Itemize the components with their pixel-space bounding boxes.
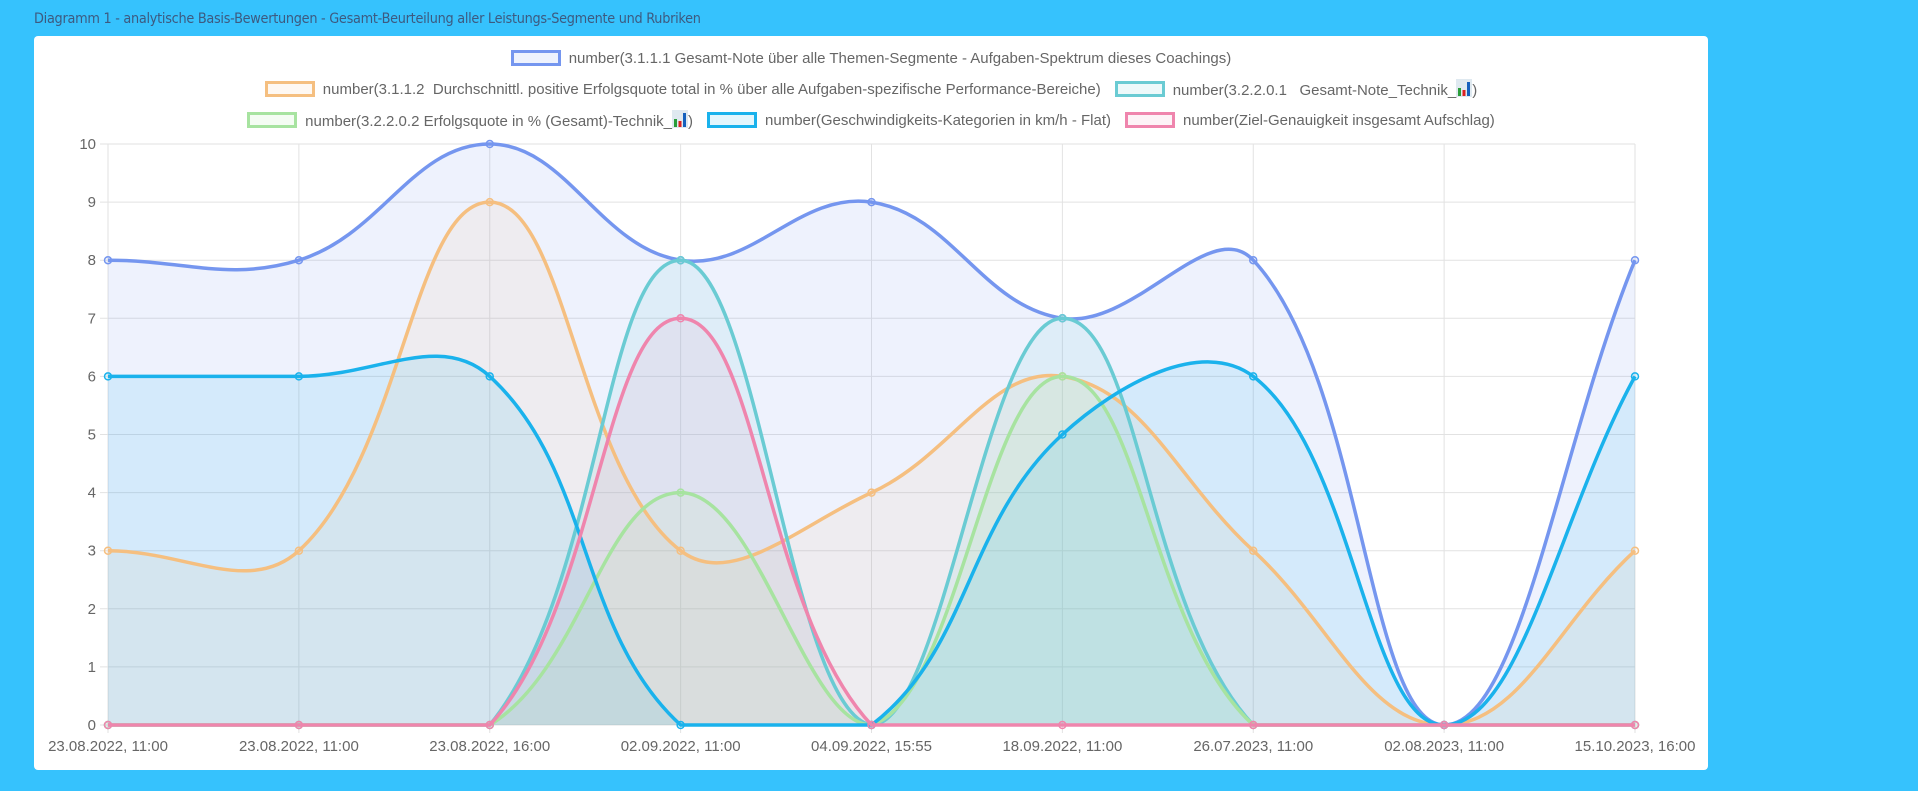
y-tick-label: 8 xyxy=(88,252,96,269)
series-area xyxy=(108,144,1635,725)
data-point xyxy=(676,488,685,497)
legend-swatch xyxy=(707,112,758,128)
data-point xyxy=(485,139,494,149)
bar-chart-icon xyxy=(672,110,689,128)
data-point xyxy=(1249,720,1258,730)
bar-chart-icon xyxy=(1456,79,1473,97)
legend-item[interactable]: number(Geschwindigkeits-Kategorien in km… xyxy=(707,112,1111,129)
data-point xyxy=(1630,372,1640,381)
line-chart: 0 1 2 3 4 5 6 7 8 9 10 23.08.2022, 11:00 23.08.2022,… xyxy=(48,136,1696,755)
data-point xyxy=(1058,372,1067,381)
data-point xyxy=(485,720,494,730)
data-point xyxy=(676,546,685,555)
legend-row: number(3.1.1.2 Durchschnittl. positive E… xyxy=(34,77,1708,101)
data-point xyxy=(1249,255,1258,265)
data-point xyxy=(103,255,113,265)
x-tick-label: 23.08.2022, 11:00 xyxy=(48,738,168,755)
y-tick-label: 9 xyxy=(88,194,96,211)
data-point xyxy=(867,488,876,497)
legend-swatch xyxy=(1114,81,1165,97)
data-point xyxy=(1439,720,1449,730)
data-point xyxy=(294,546,304,555)
legend-label: number(3.2.2.0.2 Erfolgsquote in % (Gesa… xyxy=(305,110,693,130)
data-point xyxy=(1249,372,1258,381)
legend-swatch xyxy=(247,112,298,128)
x-tick-label: 15.10.2023, 16:00 xyxy=(1575,738,1696,755)
chart-card: number(3.1.1.1 Gesamt-Note über alle The… xyxy=(34,36,1708,770)
data-point xyxy=(1058,430,1067,439)
data-point xyxy=(1630,546,1640,555)
y-tick-label: 2 xyxy=(88,601,96,618)
data-point xyxy=(1249,546,1258,555)
y-tick-label: 5 xyxy=(88,427,96,444)
legend-item[interactable]: number(3.2.2.0.2 Erfolgsquote in % (Gesa… xyxy=(247,110,693,130)
legend-item[interactable]: number(3.2.2.0.1 Gesamt-Note_Technik_) xyxy=(1114,79,1477,99)
legend-swatch xyxy=(510,50,561,66)
x-tick-label: 23.08.2022, 11:00 xyxy=(239,738,359,755)
data-point xyxy=(1630,255,1640,265)
y-tick-label: 10 xyxy=(79,136,96,153)
data-point xyxy=(1058,314,1067,323)
legend-item[interactable]: number(Ziel-Genauigkeit insgesamt Aufsch… xyxy=(1124,111,1495,129)
data-point xyxy=(294,720,304,730)
data-point xyxy=(1630,720,1640,730)
legend-label: number(3.1.1.2 Durchschnittl. positive E… xyxy=(322,80,1101,98)
legend-label: number(3.2.2.0.1 Gesamt-Note_Technik_) xyxy=(1173,79,1477,99)
data-point xyxy=(867,197,876,207)
data-point xyxy=(676,720,685,730)
data-point xyxy=(1058,720,1067,730)
x-tick-label: 02.09.2022, 11:00 xyxy=(621,738,741,755)
legend-label: number(Geschwindigkeits-Kategorien in km… xyxy=(765,111,1111,129)
data-point xyxy=(103,372,113,381)
legend-item[interactable]: number(3.1.1.1 Gesamt-Note über alle The… xyxy=(510,49,1232,67)
data-point xyxy=(103,720,113,730)
y-tick-label: 0 xyxy=(88,717,96,734)
legend-row: number(3.2.2.0.2 Erfolgsquote in % (Gesa… xyxy=(34,108,1708,132)
y-tick-label: 7 xyxy=(88,310,96,327)
x-tick-label: 02.08.2023, 11:00 xyxy=(1384,738,1504,755)
y-tick-label: 3 xyxy=(88,543,96,560)
legend-item[interactable]: number(3.1.1.2 Durchschnittl. positive E… xyxy=(264,80,1101,98)
data-point xyxy=(294,372,304,381)
data-point xyxy=(103,546,113,555)
legend-swatch xyxy=(264,81,315,97)
legend-swatch xyxy=(1124,112,1175,128)
data-point xyxy=(294,255,304,265)
series-area xyxy=(108,356,1635,725)
legend-label: number(3.1.1.1 Gesamt-Note über alle The… xyxy=(568,49,1232,67)
data-point xyxy=(485,372,494,381)
x-tick-label: 18.09.2022, 11:00 xyxy=(1002,738,1122,755)
series-line xyxy=(107,200,1637,727)
y-tick-label: 4 xyxy=(88,485,96,502)
series-area xyxy=(108,202,1635,726)
x-tick-label: 04.09.2022, 15:55 xyxy=(811,738,932,755)
y-tick-label: 1 xyxy=(88,659,96,676)
legend-row: number(3.1.1.1 Gesamt-Note über alle The… xyxy=(34,46,1708,70)
y-tick-label: 6 xyxy=(88,368,96,385)
data-point xyxy=(485,197,494,207)
x-tick-label: 26.07.2023, 11:00 xyxy=(1193,738,1313,755)
series-line xyxy=(108,316,1635,727)
data-point xyxy=(676,255,685,265)
chart-title: Diagramm 1 - analytische Basis-Bewertung… xyxy=(34,11,701,27)
data-point xyxy=(867,720,876,730)
legend-label: number(Ziel-Genauigkeit insgesamt Aufsch… xyxy=(1182,111,1495,129)
series-line xyxy=(108,354,1637,727)
x-tick-label: 23.08.2022, 16:00 xyxy=(429,738,550,755)
data-point xyxy=(676,314,685,323)
